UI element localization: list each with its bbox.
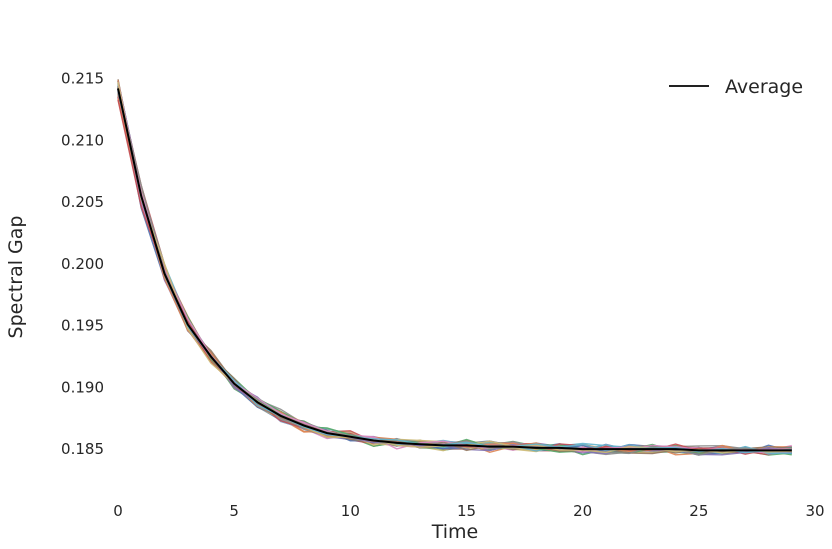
x-tick-label: 5 <box>229 502 239 520</box>
y-tick-label: 0.195 <box>61 317 104 335</box>
y-tick-label: 0.185 <box>61 440 104 458</box>
trajectory-line <box>117 92 792 454</box>
trajectory-line <box>117 93 792 456</box>
trajectory-line <box>117 91 792 454</box>
trajectory-line <box>117 82 792 454</box>
average-line-group <box>117 88 792 452</box>
trajectory-line <box>117 90 792 454</box>
x-tick-label: 10 <box>341 502 360 520</box>
trajectory-line <box>117 83 792 453</box>
trajectory-line <box>117 96 792 453</box>
trajectory-line <box>117 86 792 455</box>
trajectory-line <box>117 96 792 453</box>
average-line <box>117 88 792 452</box>
trajectory-line <box>117 88 792 453</box>
trajectory-line <box>117 90 792 455</box>
trajectory-line <box>117 81 792 453</box>
trajectory-line <box>117 81 792 453</box>
trajectory-line <box>117 90 792 455</box>
trajectory-line <box>117 81 792 454</box>
trajectory-line <box>117 87 792 453</box>
trajectory-line <box>117 88 792 455</box>
legend-average-label: Average <box>725 76 803 98</box>
trajectory-line <box>117 99 792 455</box>
trajectory-line <box>117 80 792 455</box>
y-tick-label: 0.210 <box>61 131 104 149</box>
trajectory-line <box>117 88 792 455</box>
trajectory-line <box>117 93 792 454</box>
y-axis-ticks: 0.185 0.190 0.195 0.200 0.205 0.210 0.215 <box>61 70 104 459</box>
trajectory-line <box>117 93 792 456</box>
trajectory-line <box>117 87 792 456</box>
trajectory-line <box>117 89 792 455</box>
trajectory-line <box>117 92 792 454</box>
trajectory-line <box>117 91 792 456</box>
trajectory-line <box>117 97 792 452</box>
trajectory-line <box>117 85 792 456</box>
x-axis-ticks: 0 5 10 15 20 25 30 <box>113 502 824 520</box>
trajectory-line <box>117 86 792 454</box>
y-tick-label: 0.190 <box>61 378 104 396</box>
trajectory-line <box>117 81 792 453</box>
trajectory-line <box>117 89 792 456</box>
trajectory-line <box>117 88 792 456</box>
trajectory-line <box>117 82 792 454</box>
y-tick-label: 0.200 <box>61 255 104 273</box>
x-tick-label: 30 <box>805 502 824 520</box>
legend: Average <box>669 76 803 98</box>
trajectory-line <box>117 96 792 455</box>
trajectory-line <box>117 92 792 454</box>
trajectory-line <box>117 80 792 454</box>
trajectory-line <box>117 92 792 453</box>
trajectory-line <box>117 88 792 454</box>
trajectory-line <box>117 97 792 454</box>
trajectory-line <box>117 90 792 454</box>
trajectory-line <box>117 88 792 454</box>
x-tick-label: 25 <box>689 502 708 520</box>
trajectory-line <box>117 80 792 456</box>
x-tick-label: 15 <box>457 502 476 520</box>
x-axis-label: Time <box>431 521 479 543</box>
y-tick-label: 0.215 <box>61 70 104 88</box>
trajectory-line <box>117 89 792 454</box>
trajectory-line <box>117 98 792 453</box>
y-tick-label: 0.205 <box>61 193 104 211</box>
trajectory-line <box>117 86 792 455</box>
trajectory-line <box>117 95 792 454</box>
x-tick-label: 20 <box>573 502 592 520</box>
trajectory-lines <box>117 79 792 456</box>
trajectory-line <box>117 88 792 453</box>
trajectory-line <box>117 85 792 455</box>
x-tick-label: 0 <box>113 502 123 520</box>
y-axis-label: Spectral Gap <box>5 216 27 339</box>
trajectory-line <box>117 81 792 456</box>
trajectory-line <box>117 79 792 454</box>
